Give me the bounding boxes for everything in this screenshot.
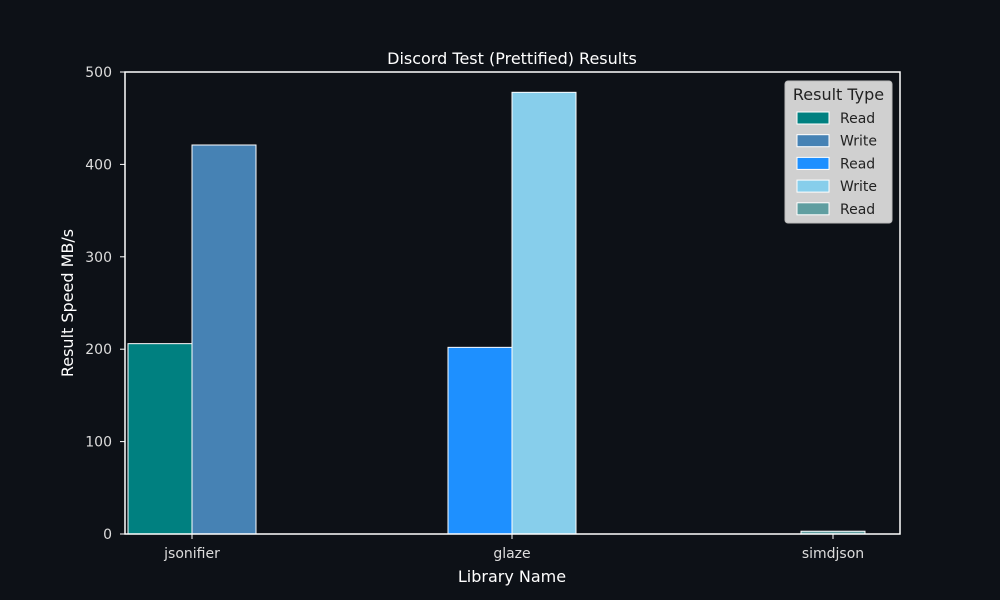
legend-entry-label: Read <box>840 111 875 127</box>
legend-title: Result Type <box>793 85 884 104</box>
x-tick-label-glaze: glaze <box>493 546 530 562</box>
chart-title: Discord Test (Prettified) Results <box>387 49 637 68</box>
legend-entry-label: Write <box>840 179 877 195</box>
y-tick-label: 500 <box>85 65 112 81</box>
legend-swatch <box>796 156 830 170</box>
bar-glaze-read <box>447 346 513 535</box>
x-ticks: jsonifier glaze simdjson <box>163 534 864 562</box>
legend-swatch <box>796 179 830 193</box>
bar-jsonifier-read <box>127 343 193 535</box>
legend-swatch <box>796 202 830 216</box>
legend-swatch <box>796 111 830 125</box>
legend-entry-label: Write <box>840 134 877 150</box>
bar-glaze-write <box>511 91 577 535</box>
y-tick-label: 0 <box>103 527 112 543</box>
legend-entry-label: Read <box>840 156 875 172</box>
plot-area-frame <box>124 71 901 535</box>
bars-group <box>127 91 866 535</box>
y-axis-label: Result Speed MB/s <box>58 229 77 377</box>
bar-jsonifier-write <box>191 144 257 535</box>
y-tick-label: 200 <box>85 342 112 358</box>
y-tick-label: 300 <box>85 250 112 266</box>
legend: Result Type Read Write Read Write Read <box>784 80 893 224</box>
x-tick-label-jsonifier: jsonifier <box>163 546 220 562</box>
legend-swatch <box>796 134 830 148</box>
y-tick-label: 100 <box>85 435 112 451</box>
legend-entry-label: Read <box>840 202 875 218</box>
y-ticks: 0 100 200 300 400 500 <box>85 65 125 543</box>
x-tick-label-simdjson: simdjson <box>802 546 864 562</box>
x-axis-label: Library Name <box>458 567 566 586</box>
y-tick-label: 400 <box>85 157 112 173</box>
